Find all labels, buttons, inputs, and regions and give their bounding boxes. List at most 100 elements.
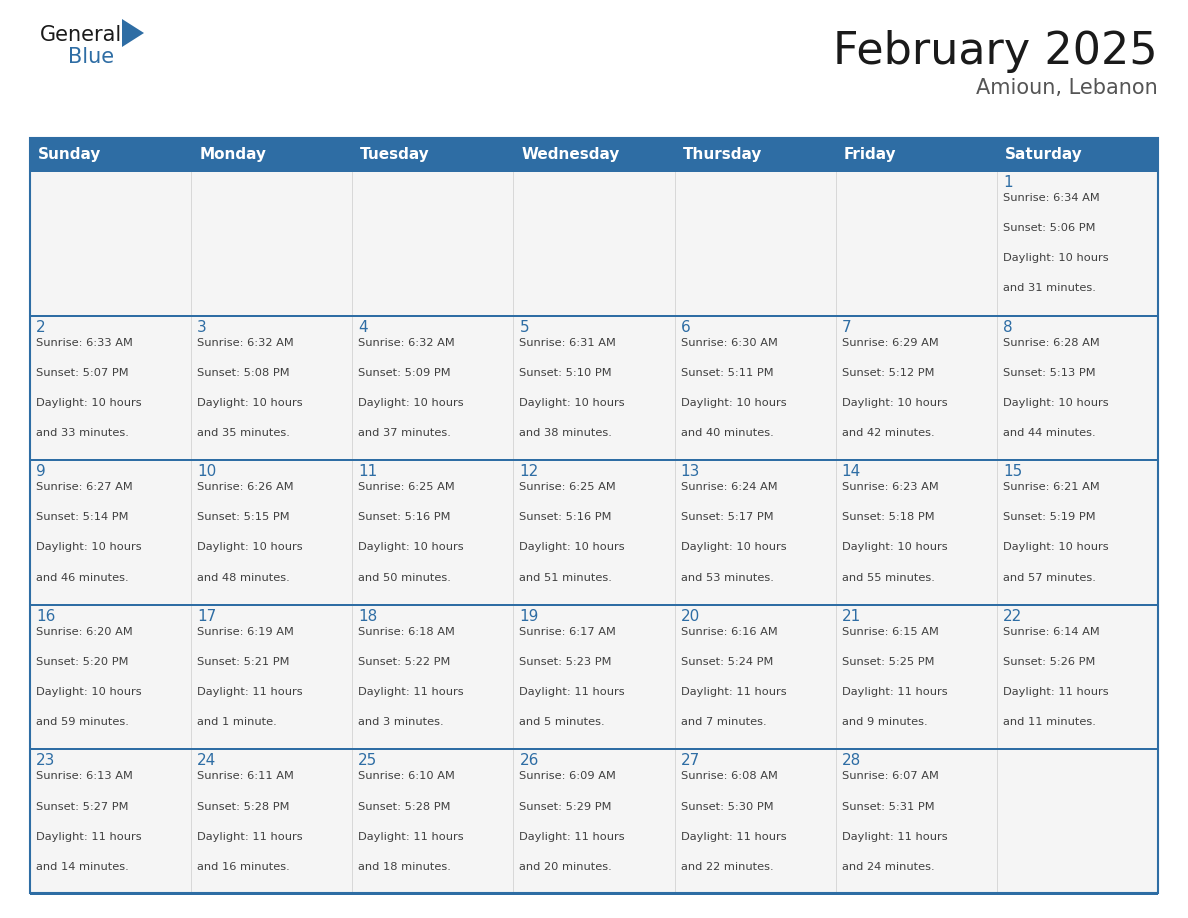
Text: 2: 2 [36,319,45,334]
Text: Sunrise: 6:26 AM: Sunrise: 6:26 AM [197,482,293,492]
Text: 12: 12 [519,465,538,479]
Bar [997,315,1158,459]
Text: 11: 11 [359,465,378,479]
Text: 10: 10 [197,465,216,479]
Bar [353,459,513,604]
Text: Blue: Blue [68,47,114,67]
Text: Daylight: 10 hours: Daylight: 10 hours [842,397,947,408]
Text: and 51 minutes.: and 51 minutes. [519,573,612,583]
Text: Amioun, Lebanon: Amioun, Lebanon [977,78,1158,98]
Text: and 55 minutes.: and 55 minutes. [842,573,935,583]
Text: Sunrise: 6:07 AM: Sunrise: 6:07 AM [842,771,939,781]
Text: 1: 1 [1003,175,1012,190]
Text: Sunset: 5:22 PM: Sunset: 5:22 PM [359,657,450,667]
Text: Sunrise: 6:18 AM: Sunrise: 6:18 AM [359,627,455,637]
Text: Sunrise: 6:25 AM: Sunrise: 6:25 AM [359,482,455,492]
Text: Sunrise: 6:09 AM: Sunrise: 6:09 AM [519,771,617,781]
Text: Sunrise: 6:25 AM: Sunrise: 6:25 AM [519,482,617,492]
Bar [675,315,835,459]
Text: Daylight: 10 hours: Daylight: 10 hours [197,543,303,553]
Text: Daylight: 11 hours: Daylight: 11 hours [519,687,625,697]
Text: Sunrise: 6:30 AM: Sunrise: 6:30 AM [681,338,777,348]
Text: Daylight: 10 hours: Daylight: 10 hours [359,397,463,408]
Text: and 44 minutes.: and 44 minutes. [1003,428,1095,438]
Text: and 24 minutes.: and 24 minutes. [842,862,934,872]
Text: 21: 21 [842,609,861,624]
Bar [997,459,1158,604]
Text: General: General [40,25,122,45]
Bar [30,748,1158,750]
Text: Sunrise: 6:15 AM: Sunrise: 6:15 AM [842,627,939,637]
Text: Sunset: 5:07 PM: Sunset: 5:07 PM [36,368,128,377]
Bar [997,604,1158,748]
Text: Sunset: 5:13 PM: Sunset: 5:13 PM [1003,368,1095,377]
Bar [30,315,1158,317]
Text: and 22 minutes.: and 22 minutes. [681,862,773,872]
Bar [835,170,997,315]
Text: Sunset: 5:10 PM: Sunset: 5:10 PM [519,368,612,377]
Text: and 35 minutes.: and 35 minutes. [197,428,290,438]
Text: Daylight: 10 hours: Daylight: 10 hours [519,543,625,553]
Text: Sunrise: 6:34 AM: Sunrise: 6:34 AM [1003,193,1100,203]
Text: Daylight: 10 hours: Daylight: 10 hours [519,397,625,408]
Text: and 33 minutes.: and 33 minutes. [36,428,128,438]
Text: Daylight: 10 hours: Daylight: 10 hours [1003,543,1108,553]
Text: Thursday: Thursday [683,147,762,162]
Bar [30,893,1158,895]
Text: Daylight: 11 hours: Daylight: 11 hours [1003,687,1108,697]
Text: Daylight: 11 hours: Daylight: 11 hours [842,687,947,697]
Text: and 11 minutes.: and 11 minutes. [1003,717,1095,727]
Bar [513,748,675,893]
Text: 15: 15 [1003,465,1022,479]
Bar [835,748,997,893]
Text: Sunrise: 6:11 AM: Sunrise: 6:11 AM [197,771,293,781]
Text: Friday: Friday [843,147,896,162]
Text: Sunset: 5:12 PM: Sunset: 5:12 PM [842,368,934,377]
Text: Sunrise: 6:31 AM: Sunrise: 6:31 AM [519,338,617,348]
Text: Daylight: 10 hours: Daylight: 10 hours [359,543,463,553]
Text: Sunrise: 6:23 AM: Sunrise: 6:23 AM [842,482,939,492]
Text: 14: 14 [842,465,861,479]
Text: Daylight: 11 hours: Daylight: 11 hours [197,832,303,842]
Text: and 57 minutes.: and 57 minutes. [1003,573,1095,583]
Text: and 48 minutes.: and 48 minutes. [197,573,290,583]
Bar [513,170,675,315]
Bar [353,170,513,315]
Text: Sunset: 5:15 PM: Sunset: 5:15 PM [197,512,290,522]
Text: Daylight: 10 hours: Daylight: 10 hours [197,397,303,408]
Text: Sunset: 5:17 PM: Sunset: 5:17 PM [681,512,773,522]
Text: Daylight: 11 hours: Daylight: 11 hours [36,832,141,842]
Bar [513,604,675,748]
Text: Sunset: 5:21 PM: Sunset: 5:21 PM [197,657,290,667]
Text: and 14 minutes.: and 14 minutes. [36,862,128,872]
Text: Sunrise: 6:32 AM: Sunrise: 6:32 AM [359,338,455,348]
Bar [191,170,353,315]
Text: Sunrise: 6:24 AM: Sunrise: 6:24 AM [681,482,777,492]
Text: Sunset: 5:06 PM: Sunset: 5:06 PM [1003,223,1095,233]
Text: 19: 19 [519,609,539,624]
Text: and 38 minutes.: and 38 minutes. [519,428,612,438]
Text: Sunrise: 6:32 AM: Sunrise: 6:32 AM [197,338,293,348]
Text: 18: 18 [359,609,378,624]
Text: and 1 minute.: and 1 minute. [197,717,277,727]
Text: Tuesday: Tuesday [360,147,430,162]
Text: Daylight: 11 hours: Daylight: 11 hours [359,832,463,842]
Text: 3: 3 [197,319,207,334]
Text: Daylight: 11 hours: Daylight: 11 hours [681,687,786,697]
Text: Saturday: Saturday [1005,147,1082,162]
Text: 4: 4 [359,319,368,334]
Text: Wednesday: Wednesday [522,147,620,162]
Text: 26: 26 [519,754,539,768]
Text: and 50 minutes.: and 50 minutes. [359,573,451,583]
Bar [30,138,1158,170]
Text: Sunset: 5:30 PM: Sunset: 5:30 PM [681,801,773,812]
Bar [513,315,675,459]
Bar [30,138,1158,893]
Bar [30,170,191,315]
Text: and 3 minutes.: and 3 minutes. [359,717,444,727]
Text: Sunset: 5:27 PM: Sunset: 5:27 PM [36,801,128,812]
Text: and 5 minutes.: and 5 minutes. [519,717,605,727]
Text: Daylight: 10 hours: Daylight: 10 hours [1003,253,1108,263]
Text: Sunrise: 6:27 AM: Sunrise: 6:27 AM [36,482,133,492]
Text: 27: 27 [681,754,700,768]
